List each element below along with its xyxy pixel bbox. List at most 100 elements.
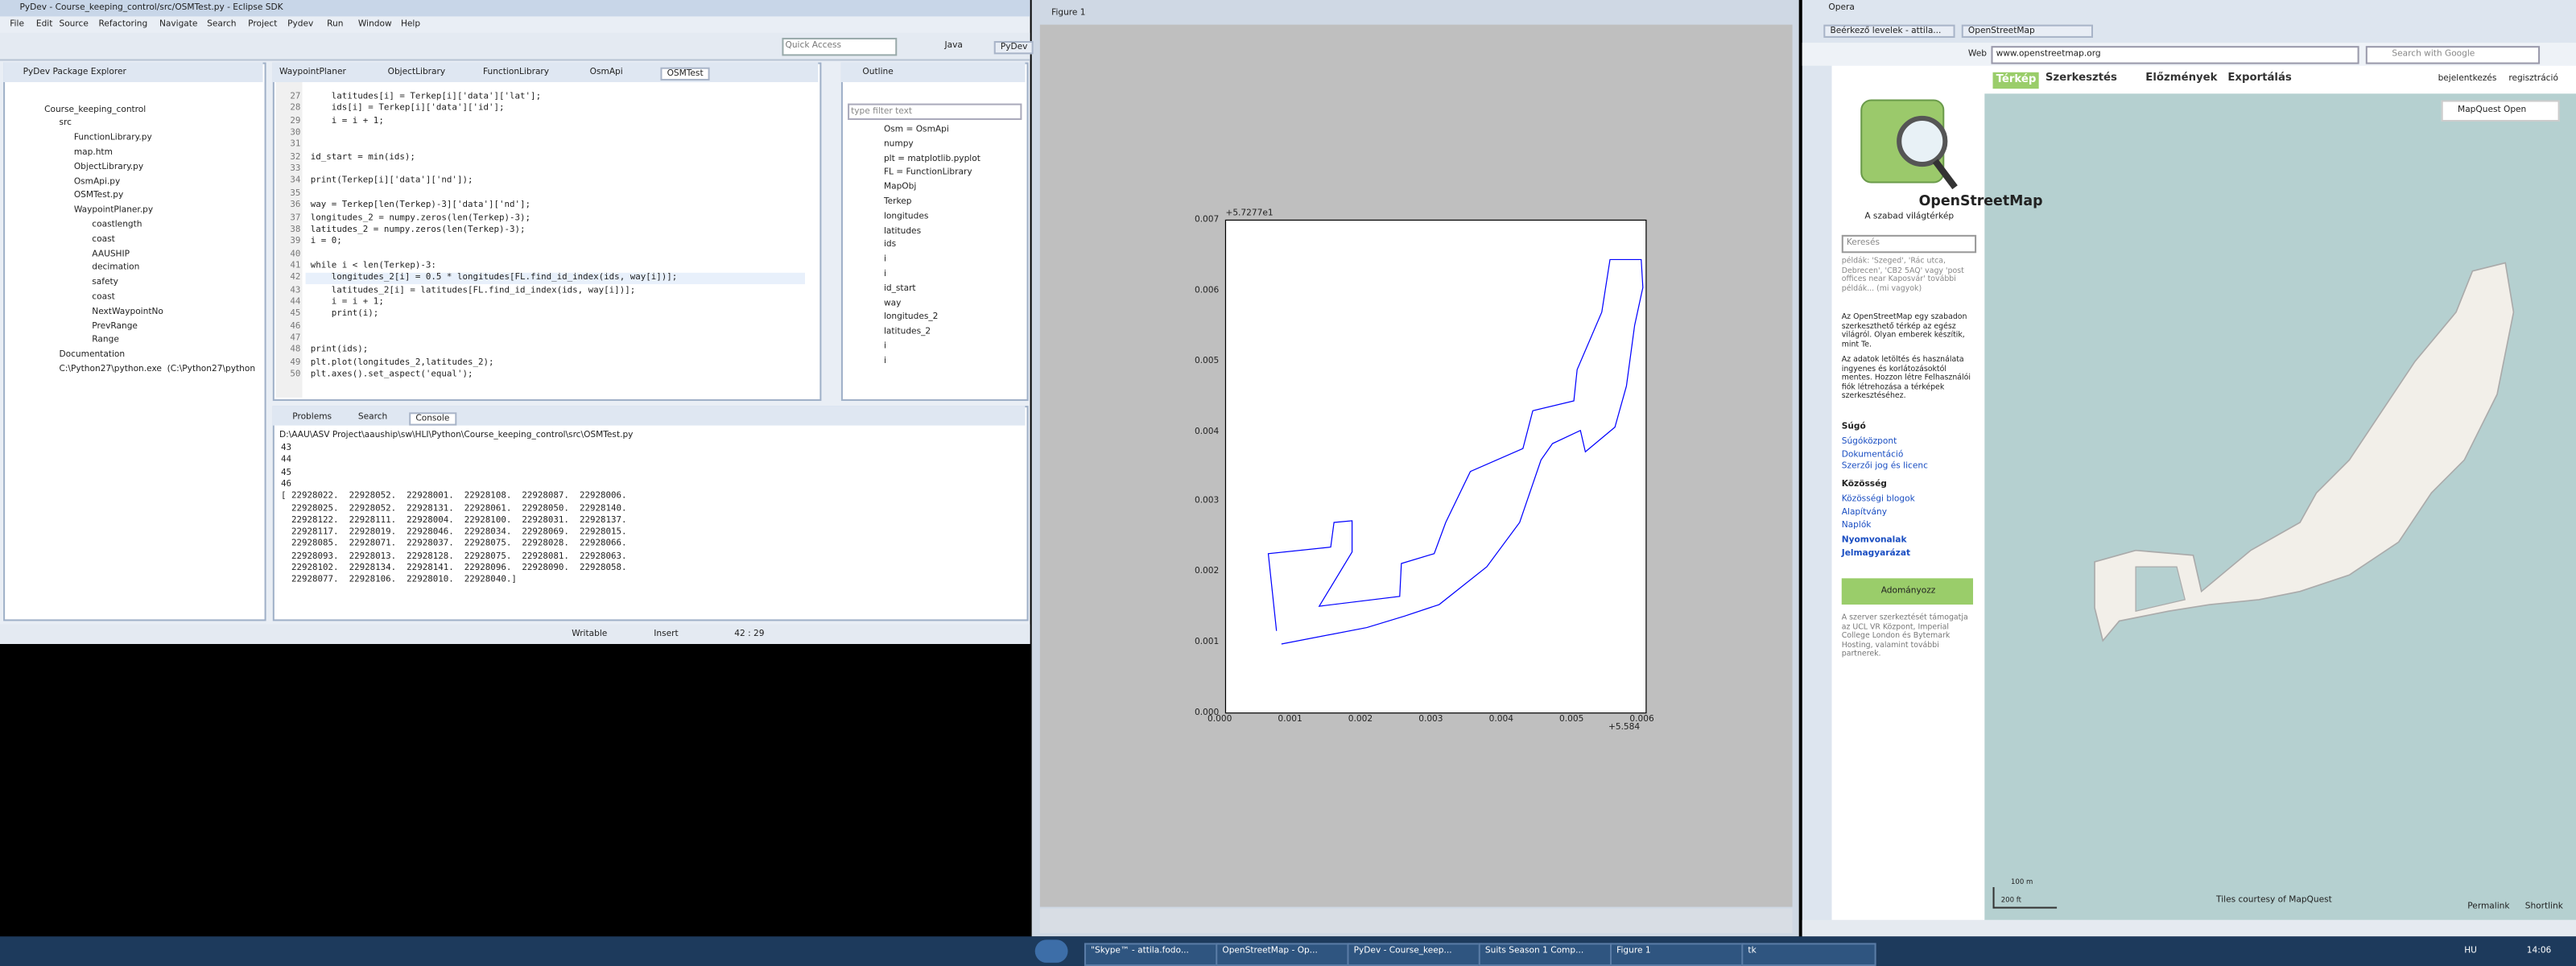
bottom-tab[interactable]: Problems	[292, 411, 332, 422]
editor-tab[interactable]: FunctionLibrary	[483, 67, 550, 77]
outline-item[interactable]: way	[883, 298, 902, 308]
taskbar-item[interactable]: tk	[1741, 943, 1876, 966]
help-link[interactable]: Dokumentáció	[1841, 449, 1904, 460]
line-number: 46	[290, 321, 301, 332]
menu-item[interactable]: Navigate	[159, 19, 198, 30]
community-link[interactable]: Naplók	[1841, 521, 1872, 531]
tree-item[interactable]: src	[59, 118, 72, 129]
osm-nav[interactable]: Térkép	[1992, 72, 2040, 89]
tree-item[interactable]: coast	[92, 292, 115, 303]
tree-item[interactable]: ObjectLibrary.py	[73, 162, 144, 172]
shortlink[interactable]: Shortlink	[2524, 902, 2563, 912]
menu-item[interactable]: Source	[59, 19, 89, 30]
osm-nav[interactable]: Szerkesztés	[2045, 70, 2117, 85]
outline-item[interactable]: latitudes_2	[883, 327, 931, 337]
help-link[interactable]: Súgóközpont	[1841, 436, 1897, 448]
outline-item[interactable]: longitudes	[883, 211, 929, 222]
tree-item[interactable]: AAUSHIP	[92, 249, 130, 259]
tree-item[interactable]: NextWaypointNo	[92, 306, 163, 317]
package-explorer-header	[3, 62, 263, 83]
outline-item[interactable]: FL = FunctionLibrary	[883, 167, 972, 179]
editor-tab[interactable]: WaypointPlaner	[279, 67, 346, 77]
outline-item[interactable]: latitudes	[883, 225, 922, 237]
tree-item[interactable]: decimation	[92, 263, 140, 274]
permalink[interactable]: Permalink	[2467, 902, 2510, 912]
tree-item[interactable]: Range	[92, 335, 119, 346]
tree-item[interactable]: Course_keeping_control	[44, 104, 147, 114]
menu-item[interactable]: Help	[400, 19, 421, 30]
tree-item[interactable]: coastlength	[92, 220, 142, 230]
taskbar-item[interactable]: Figure 1	[1610, 943, 1745, 966]
taskbar-item[interactable]: "Skype™ - attila.fodo...	[1084, 943, 1220, 966]
outline-title: Outline	[862, 67, 894, 77]
tree-item[interactable]: safety	[92, 278, 118, 288]
outline-item[interactable]: numpy	[883, 139, 914, 150]
browser-tab[interactable]: Beérkező levelek - attila...	[1823, 24, 1955, 39]
console-line: 22928122. 22928111. 22928004. 22928100. …	[280, 515, 627, 526]
bottom-tab[interactable]: Search	[357, 411, 388, 422]
address-box[interactable]	[1991, 46, 2359, 64]
editor-tab[interactable]: OsmApi	[589, 67, 623, 77]
menu-item[interactable]: Edit	[35, 19, 53, 30]
help-link[interactable]: Szerzői jog és licenc	[1841, 461, 1928, 472]
code-line: print(Terkep[i]['data']['nd']);	[310, 176, 473, 187]
community-link[interactable]: Közösségi blogok	[1841, 494, 1915, 505]
editor-tab[interactable]: OSMTest	[660, 67, 710, 81]
outline-item[interactable]: ids	[883, 240, 897, 251]
tree-item[interactable]: Documentation	[59, 349, 126, 361]
search-box[interactable]	[2365, 46, 2541, 64]
menu-item[interactable]: File	[10, 19, 24, 30]
taskbar-item[interactable]: Suits Season 1 Comp...	[1478, 943, 1614, 966]
menu-item[interactable]: Window	[357, 19, 392, 30]
community-link[interactable]: Alapítvány	[1841, 507, 1887, 518]
register-link[interactable]: regisztráció	[2508, 73, 2558, 85]
layer-switcher[interactable]	[2441, 100, 2560, 122]
tree-item[interactable]: OsmApi.py	[73, 176, 121, 187]
osm-search-box[interactable]	[1841, 234, 1977, 254]
menu-item[interactable]: Pydev	[287, 19, 314, 30]
menu-item[interactable]: Run	[327, 19, 344, 30]
tree-item[interactable]: C:\Python27\python.exe (C:\Python27\pyth…	[59, 364, 256, 375]
x-tick-label: 0.005	[1559, 713, 1584, 724]
perspective[interactable]: Java	[944, 41, 963, 52]
outline-item[interactable]: id_start	[883, 283, 916, 294]
tree-item[interactable]: map.htm	[73, 147, 113, 158]
osm-nav[interactable]: Exportálás	[2227, 70, 2292, 85]
outline-item[interactable]: i	[883, 269, 886, 279]
editor-tab[interactable]: ObjectLibrary	[387, 67, 446, 77]
outline-item[interactable]: i	[883, 254, 886, 265]
outline-item[interactable]: i	[883, 356, 886, 366]
tree-item[interactable]: PrevRange	[92, 320, 138, 332]
menu-item[interactable]: Search	[207, 19, 237, 30]
outline-item[interactable]: Osm = OsmApi	[883, 125, 949, 135]
tree-item[interactable]: OSMTest.py	[73, 191, 124, 201]
community-link[interactable]: Jelmagyarázat	[1841, 548, 1911, 559]
outline-item[interactable]: MapObj	[883, 182, 917, 193]
x-tick-label: 0.003	[1418, 713, 1443, 724]
browser-tab[interactable]: OpenStreetMap	[1961, 24, 2093, 39]
taskbar-item[interactable]: PyDev - Course_keep...	[1347, 943, 1482, 966]
console-line: 44	[280, 455, 292, 466]
bottom-tab[interactable]: Console	[409, 411, 456, 426]
tree-item[interactable]: FunctionLibrary.py	[73, 133, 152, 143]
outline-item[interactable]: longitudes_2	[883, 312, 939, 323]
tree-item[interactable]: WaypointPlaner.py	[73, 205, 154, 216]
perspective[interactable]: PyDev	[993, 41, 1034, 55]
menu-item[interactable]: Project	[248, 19, 278, 30]
help-heading: Súgó	[1841, 422, 1866, 432]
menu-item[interactable]: Refactoring	[98, 19, 148, 30]
outline-item[interactable]: i	[883, 341, 886, 352]
community-link[interactable]: Nyomvonalak	[1841, 535, 1907, 545]
outline-filter-box[interactable]	[848, 103, 1022, 120]
x-tick-label: 0.004	[1488, 713, 1513, 724]
donate-button[interactable]	[1841, 578, 1974, 605]
tree-item[interactable]: coast	[92, 234, 115, 245]
outline-item[interactable]: plt = matplotlib.pyplot	[883, 154, 980, 164]
login-link[interactable]: bejelentkezés	[2438, 73, 2497, 85]
taskbar-item[interactable]: OpenStreetMap - Op...	[1216, 943, 1351, 966]
osm-nav[interactable]: Előzmények	[2145, 70, 2218, 85]
start-button[interactable]	[1034, 939, 1068, 963]
scale-bar	[1992, 887, 2058, 909]
quick-access-box[interactable]	[782, 37, 898, 56]
outline-item[interactable]: Terkep	[883, 196, 912, 208]
